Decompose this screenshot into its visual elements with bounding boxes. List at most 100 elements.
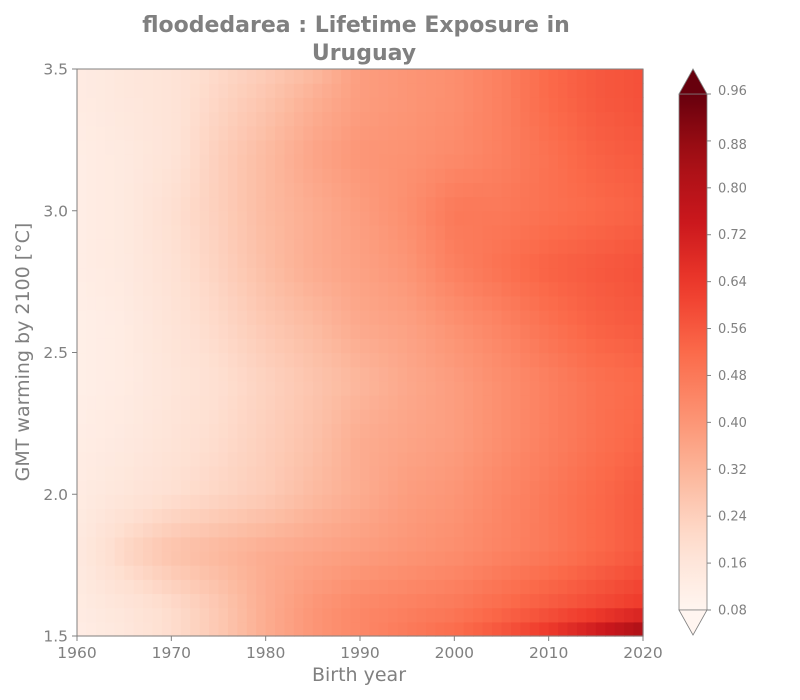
heatmap-cell — [426, 295, 437, 311]
heatmap-cell — [133, 366, 144, 382]
heatmap-cell — [246, 480, 257, 495]
heatmap-cell — [388, 522, 399, 538]
heatmap-cell — [143, 111, 154, 127]
heatmap-cell — [190, 409, 201, 424]
heatmap-cell — [124, 224, 135, 240]
heatmap-cell — [312, 69, 323, 84]
heatmap-cell — [378, 83, 389, 98]
heatmap-cell — [105, 281, 116, 297]
heatmap-cell — [548, 253, 559, 269]
heatmap-cell — [378, 352, 389, 368]
heatmap-cell — [444, 168, 455, 183]
heatmap-cell — [171, 395, 182, 410]
heatmap-cell — [350, 111, 361, 127]
heatmap-cell — [312, 239, 323, 254]
heatmap-cell — [86, 210, 97, 226]
heatmap-cell — [501, 550, 512, 566]
heatmap-cell — [331, 480, 342, 495]
heatmap-cell — [227, 621, 238, 637]
heatmap-cell — [152, 607, 163, 623]
heatmap-cell — [246, 97, 257, 113]
heatmap-cell — [124, 621, 135, 637]
heatmap-cell — [171, 139, 182, 155]
heatmap-cell — [614, 196, 625, 212]
heatmap-cell — [586, 607, 597, 623]
heatmap-cell — [426, 366, 437, 382]
heatmap-cell — [576, 352, 587, 368]
heatmap-cell — [510, 69, 521, 84]
heatmap-cell — [378, 239, 389, 254]
heatmap-cell — [492, 267, 503, 283]
heatmap-cell — [246, 281, 257, 297]
heatmap-cell — [548, 565, 559, 580]
heatmap-cell — [614, 111, 625, 127]
heatmap-cell — [275, 536, 286, 552]
heatmap-cell — [520, 395, 531, 410]
heatmap-cell — [275, 111, 286, 127]
heatmap-cell — [227, 366, 238, 382]
heatmap-cell — [482, 380, 493, 396]
heatmap-cell — [605, 409, 616, 424]
y-tick-label: 2.0 — [43, 486, 68, 504]
heatmap-cell — [86, 522, 97, 538]
heatmap-cell — [114, 366, 125, 382]
heatmap-cell — [312, 550, 323, 566]
heatmap-cell — [529, 97, 540, 113]
heatmap-cell — [633, 593, 644, 609]
heatmap-cell — [614, 324, 625, 339]
heatmap-cell — [407, 593, 418, 609]
heatmap-cell — [492, 83, 503, 98]
heatmap-cell — [246, 494, 257, 510]
heatmap-cell — [293, 380, 304, 396]
heatmap-cell — [397, 465, 408, 481]
heatmap-cell — [350, 494, 361, 510]
heatmap-cell — [378, 154, 389, 169]
heatmap-cell — [435, 522, 446, 538]
heatmap-cell — [454, 253, 465, 269]
heatmap-cell — [576, 139, 587, 155]
heatmap-cell — [482, 139, 493, 155]
heatmap-cell — [633, 508, 644, 524]
heatmap-cell — [567, 324, 578, 339]
heatmap-cell — [143, 565, 154, 580]
heatmap-cell — [161, 593, 172, 609]
heatmap-cell — [492, 621, 503, 637]
heatmap-cell — [614, 139, 625, 155]
heatmap-cell — [444, 83, 455, 98]
heatmap-cell — [473, 253, 484, 269]
heatmap-cell — [407, 395, 418, 410]
heatmap-cell — [350, 621, 361, 637]
heatmap-cell — [143, 395, 154, 410]
heatmap-cell — [369, 139, 380, 155]
heatmap-cell — [576, 423, 587, 439]
heatmap-cell — [558, 224, 569, 240]
heatmap-cell — [624, 295, 635, 311]
heatmap-cell — [567, 196, 578, 212]
heatmap-cell — [558, 437, 569, 453]
heatmap-cell — [539, 253, 550, 269]
heatmap-cell — [227, 182, 238, 198]
heatmap-cell — [633, 380, 644, 396]
heatmap-cell — [105, 196, 116, 212]
heatmap-cell — [86, 324, 97, 339]
heatmap-cell — [435, 83, 446, 98]
heatmap-cell — [529, 111, 540, 127]
heatmap-cell — [624, 168, 635, 183]
heatmap-cell — [595, 579, 606, 595]
heatmap-cell — [199, 324, 210, 339]
heatmap-cell — [95, 579, 106, 595]
heatmap-cell — [482, 437, 493, 453]
heatmap-cell — [303, 168, 314, 183]
heatmap-cell — [416, 267, 427, 283]
heatmap-cell — [529, 494, 540, 510]
heatmap-cell — [463, 182, 474, 198]
heatmap-cell — [454, 380, 465, 396]
heatmap-cell — [105, 324, 116, 339]
heatmap-cell — [378, 182, 389, 198]
heatmap-cell — [114, 182, 125, 198]
heatmap-cell — [237, 579, 248, 595]
heatmap-cell — [133, 494, 144, 510]
heatmap-cell — [284, 480, 295, 495]
heatmap-cell — [86, 196, 97, 212]
chart-title-line-1: floodedarea : Lifetime Exposure in — [142, 13, 570, 38]
